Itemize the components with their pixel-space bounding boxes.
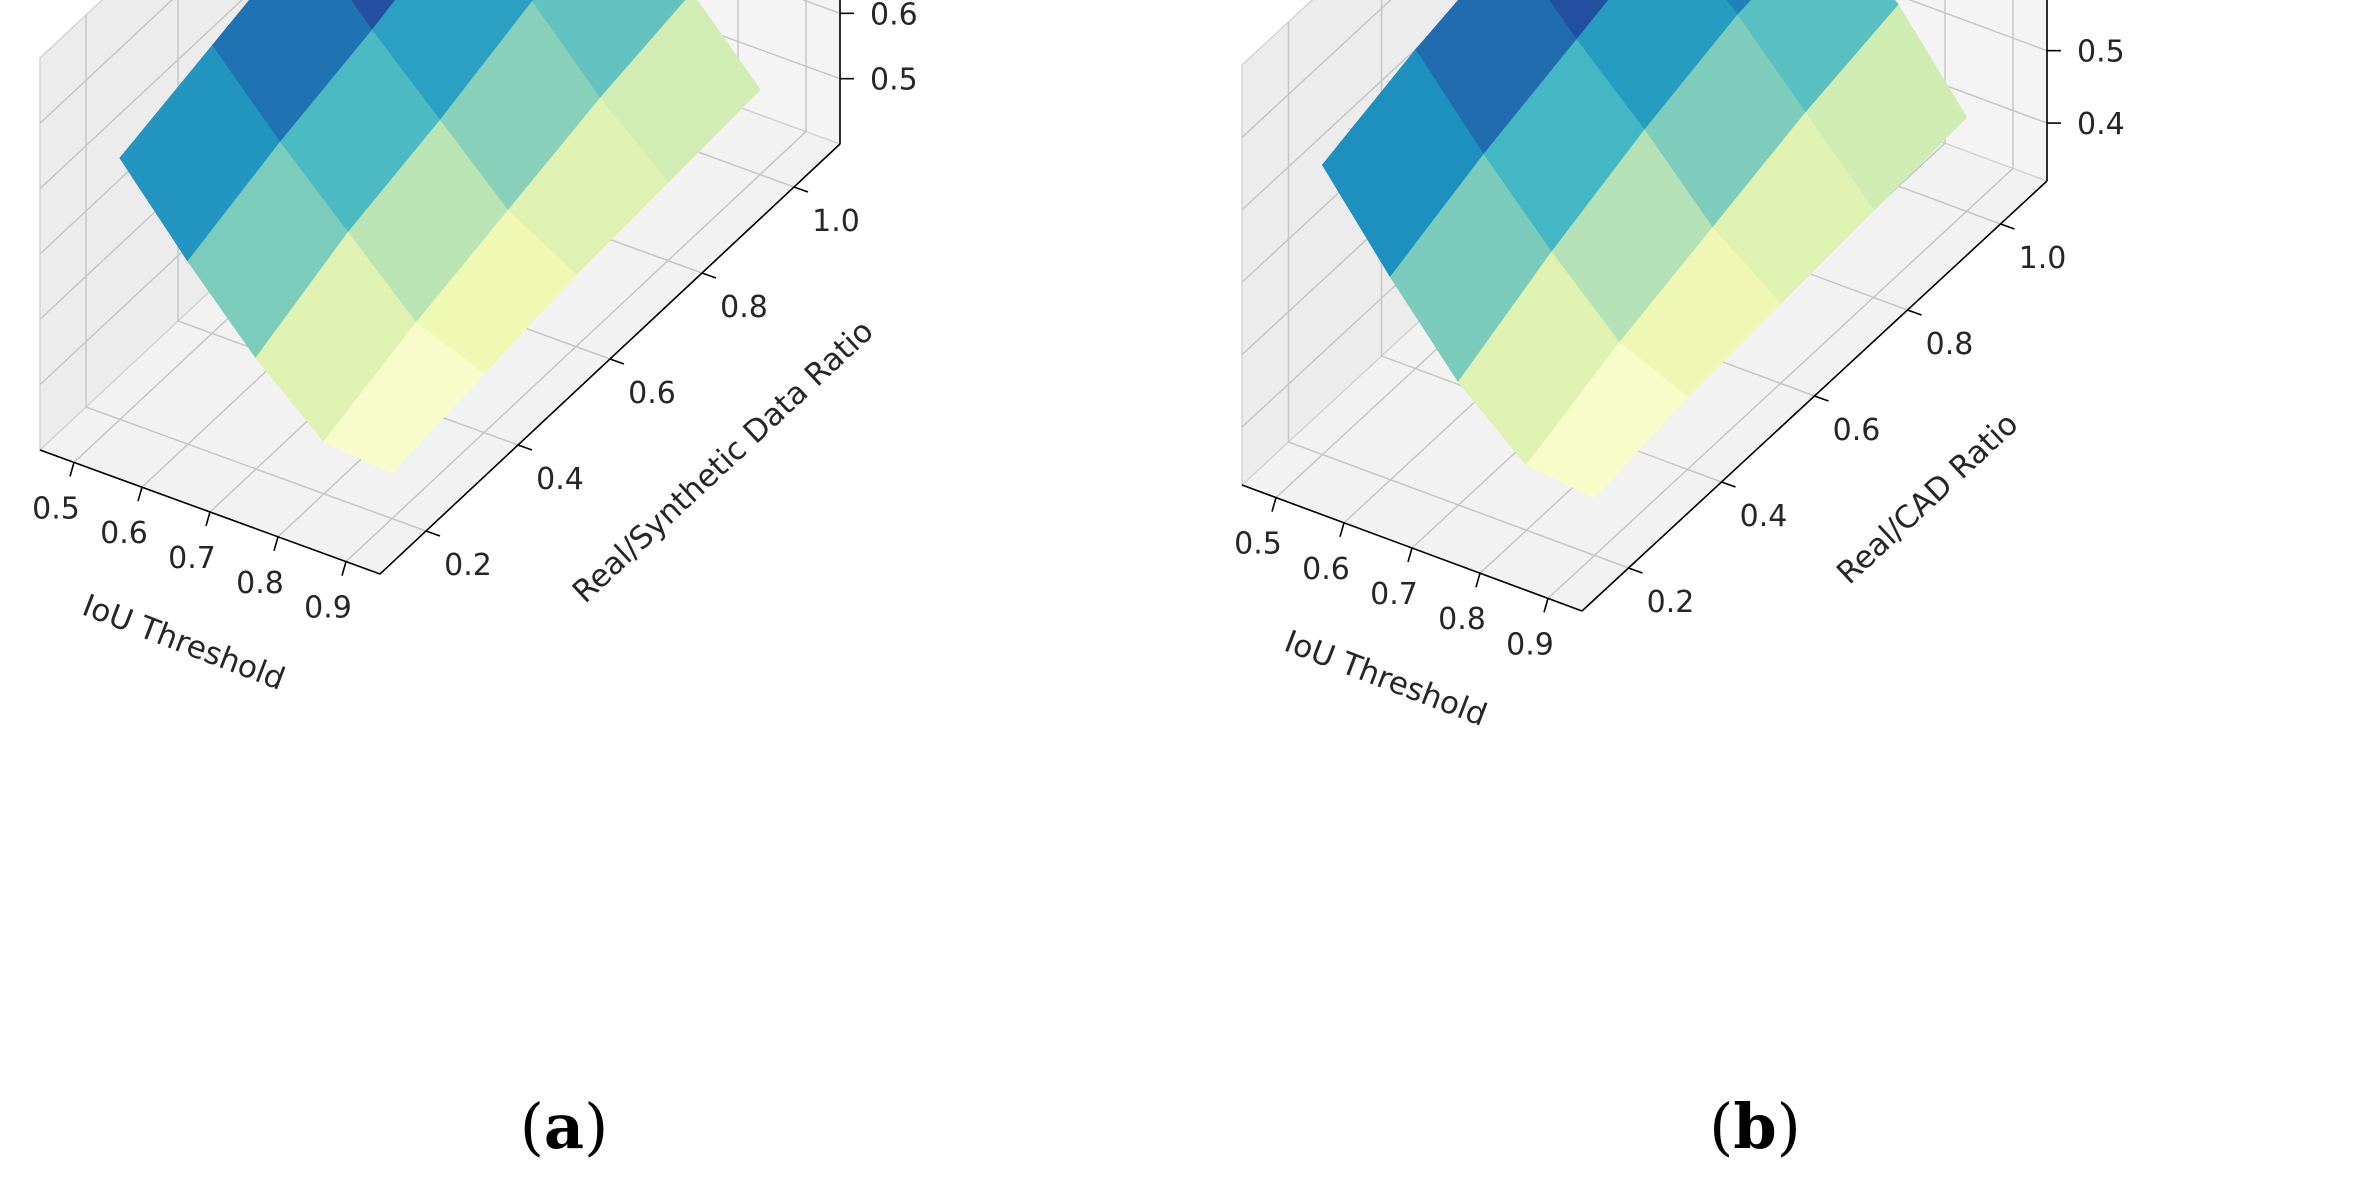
grid-x [1547, 0, 2014, 599]
y-tick [517, 444, 533, 451]
x-tick-label: 0.5 [1234, 527, 1282, 562]
surface-plot-a: 0.50.20.60.40.70.60.80.80.91.00.50.60.70… [32, 0, 918, 698]
grid-y [1287, 22, 1629, 569]
y-tick-label: 0.4 [536, 462, 584, 497]
x-tick [341, 561, 347, 576]
y-tick-label: 0.2 [444, 548, 492, 583]
caption-a: (a) [519, 1090, 609, 1163]
x-tick [1339, 522, 1345, 538]
surface-face [1526, 342, 1688, 498]
grid-z [39, 0, 243, 190]
x-tick-label: 0.7 [1370, 577, 1418, 612]
surface-face [323, 322, 485, 474]
grid-z [1241, 0, 1470, 211]
x-tick-label: 0.6 [100, 516, 148, 551]
y-tick-label: 1.0 [2019, 241, 2067, 276]
x-tick [1475, 572, 1481, 588]
z-tick-label: 0.5 [870, 63, 918, 98]
x-tick [205, 511, 211, 527]
x-tick-label: 0.7 [168, 541, 216, 576]
x-tick-label: 0.9 [304, 591, 352, 626]
surface-b [1322, 0, 1967, 498]
y-tick [793, 186, 809, 193]
x-tick [273, 536, 279, 552]
x-tick-label: 0.8 [236, 566, 284, 601]
x-tick-label: 0.5 [32, 491, 80, 526]
surface-a [119, 0, 761, 474]
surface-plot-b: 0.50.20.60.40.70.60.80.80.91.00.40.50.60… [1234, 0, 2125, 734]
y-tick-label: 0.8 [720, 290, 768, 325]
x-tick [1407, 547, 1413, 563]
x-tick-label: 0.9 [1506, 627, 1554, 662]
y-tick-label: 0.2 [1647, 585, 1695, 620]
y-tick [1814, 395, 1829, 402]
z-tick-label: 0.4 [2077, 107, 2125, 142]
y-tick [609, 358, 625, 365]
y-tick-label: 0.8 [1926, 327, 1974, 362]
x-tick [1543, 598, 1549, 613]
x-axis-label: IoU Threshold [1280, 624, 1492, 734]
y-tick [1907, 309, 1922, 316]
y-tick [1628, 567, 1643, 574]
y-tick [425, 530, 441, 537]
grid-x [345, 0, 807, 563]
y-tick-label: 0.6 [1833, 413, 1881, 448]
z-tick-label: 0.6 [870, 0, 918, 32]
x-tick-label: 0.8 [1438, 602, 1486, 637]
surface-face [1725, 0, 1753, 16]
z-tick-label: 0.5 [2077, 35, 2125, 70]
y-tick-label: 0.6 [628, 376, 676, 411]
y-tick [2000, 223, 2015, 230]
x-tick [137, 486, 143, 502]
x-tick-label: 0.6 [1302, 552, 1350, 587]
x-tick [1271, 497, 1277, 512]
x-tick [69, 462, 75, 477]
y-tick [1721, 481, 1736, 488]
caption-b: (b) [1709, 1090, 1801, 1163]
y-axis-label: Real/Synthetic Data Ratio [566, 313, 881, 610]
y-tick-label: 0.4 [1740, 499, 1788, 534]
y-tick [701, 272, 717, 279]
x-axis-label: IoU Threshold [78, 588, 290, 698]
surface-face [349, 0, 397, 31]
y-tick-label: 1.0 [812, 204, 860, 239]
